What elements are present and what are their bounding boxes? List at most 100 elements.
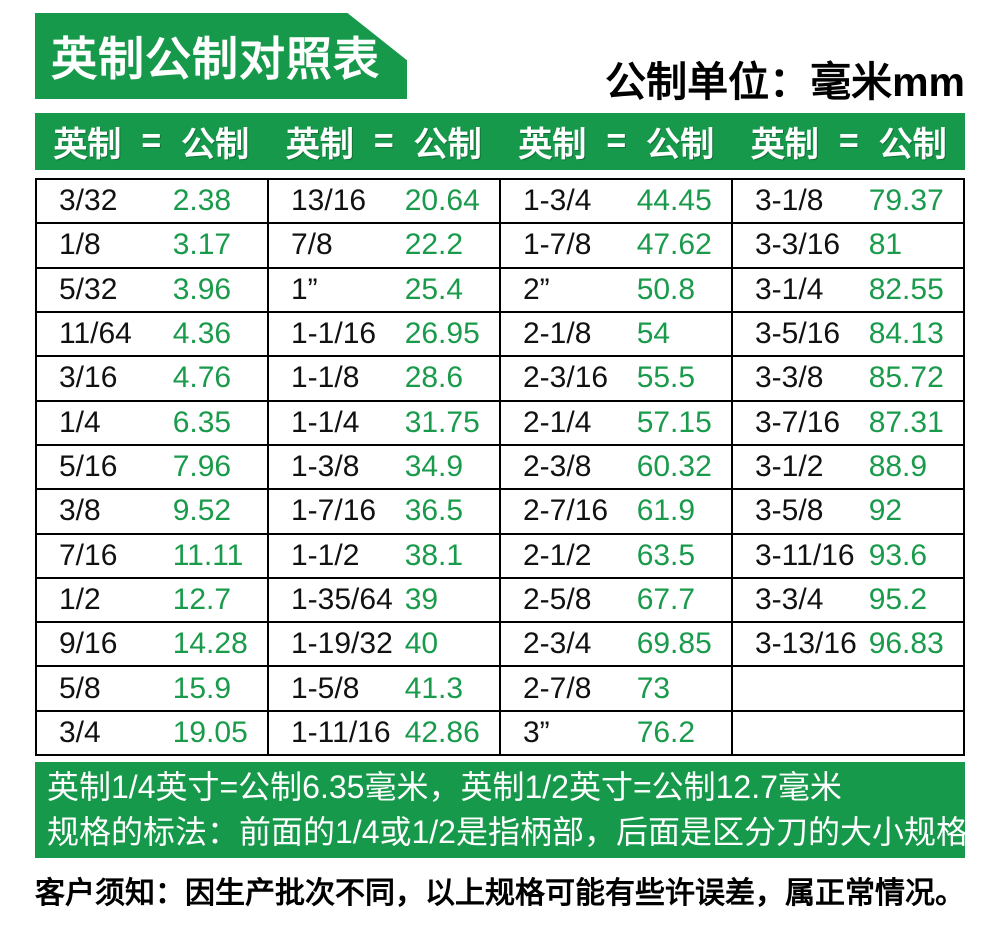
metric-value: 20.64 bbox=[404, 184, 480, 218]
table-row: 1-11/16 42.86 bbox=[269, 712, 499, 754]
metric-value: 9.52 bbox=[172, 494, 232, 528]
table-row: 3-5/8 92 bbox=[733, 490, 963, 535]
table-row: 5/16 7.96 bbox=[37, 446, 267, 491]
table-row: 3-3/16 81 bbox=[733, 224, 963, 269]
imperial-value: 1-7/8 bbox=[523, 228, 592, 262]
table-column-group-2: 13/16 20.64 7/8 22.2 1” 25.4 1-1/16 26.95 1-1/8 2… bbox=[269, 180, 501, 754]
table-row: 1-7/8 47.62 bbox=[501, 224, 731, 269]
metric-value: 3.96 bbox=[172, 272, 232, 306]
table-row: 3-13/16 96.83 bbox=[733, 623, 963, 668]
imperial-value: 1/8 bbox=[59, 228, 101, 262]
table-row: 1-5/8 41.3 bbox=[269, 667, 499, 712]
table-row: 1-1/16 26.95 bbox=[269, 313, 499, 358]
customer-notice: 客户须知：因生产批次不同，以上规格可能有些许误差，属正常情况。 bbox=[35, 877, 965, 910]
imperial-value: 3-5/8 bbox=[755, 494, 824, 528]
metric-value: 19.05 bbox=[172, 715, 248, 749]
table-row: 3/4 19.05 bbox=[37, 712, 267, 754]
imperial-value: 2-3/4 bbox=[523, 627, 592, 661]
table-row: 3-3/4 95.2 bbox=[733, 579, 963, 624]
table-row: 1/4 6.35 bbox=[37, 402, 267, 446]
imperial-value: 1-1/8 bbox=[291, 361, 360, 395]
imperial-value: 1/4 bbox=[59, 405, 101, 439]
metric-value: 93.6 bbox=[868, 538, 928, 572]
table-row: 1-1/4 31.75 bbox=[269, 402, 499, 446]
table-row: 1” 25.4 bbox=[269, 269, 499, 313]
imperial-value: 1-7/16 bbox=[291, 494, 377, 528]
imperial-value: 3/32 bbox=[59, 184, 118, 218]
metric-value: 25.4 bbox=[404, 272, 464, 306]
table-row: 7/16 11.11 bbox=[37, 535, 267, 579]
metric-value: 87.31 bbox=[868, 405, 944, 439]
imperial-value: 2-7/16 bbox=[523, 494, 609, 528]
imperial-value: 1-1/2 bbox=[291, 538, 360, 572]
title-banner: 英制公制对照表 bbox=[35, 13, 407, 99]
imperial-value: 3-7/16 bbox=[755, 405, 841, 439]
imperial-value: 5/32 bbox=[59, 272, 118, 306]
table-row: 2-7/16 61.9 bbox=[501, 490, 731, 535]
note-line-1: 英制1/4英寸=公制6.35毫米，英制1/2英寸=公制12.7毫米 bbox=[47, 768, 842, 805]
imperial-value: 3-1/2 bbox=[755, 450, 824, 484]
header-cell-group-1: 英制 = 公制 bbox=[35, 113, 268, 170]
table-row: 7/8 22.2 bbox=[269, 224, 499, 269]
header-cell-group-3: 英制 = 公制 bbox=[500, 113, 733, 170]
table-row: 9/16 14.28 bbox=[37, 623, 267, 668]
note-line-2: 规格的标法：前面的1/4或1/2是指柄部，后面是区分刀的大小规格 bbox=[47, 814, 968, 850]
imperial-value: 1/2 bbox=[59, 582, 101, 616]
table-row: 3-11/16 93.6 bbox=[733, 535, 963, 579]
metric-value: 84.13 bbox=[868, 317, 944, 351]
metric-value: 63.5 bbox=[636, 538, 696, 572]
table-row: 3/16 4.76 bbox=[37, 357, 267, 402]
imperial-value: 1-5/8 bbox=[291, 671, 360, 705]
metric-value: 36.5 bbox=[404, 494, 464, 528]
table-row: 1-3/8 34.9 bbox=[269, 446, 499, 491]
conversion-table: 3/32 2.38 1/8 3.17 5/32 3.96 11/64 4.36 3/16 4.76… bbox=[35, 178, 965, 756]
table-row: 11/64 4.36 bbox=[37, 313, 267, 358]
imperial-value: 13/16 bbox=[291, 184, 367, 218]
imperial-value: 3-5/16 bbox=[755, 317, 841, 351]
metric-value: 34.9 bbox=[404, 450, 464, 484]
header-imperial-label: 英制 bbox=[53, 126, 122, 164]
page-title: 英制公制对照表 bbox=[51, 33, 380, 85]
imperial-value: 7/8 bbox=[291, 228, 333, 262]
metric-value: 14.28 bbox=[172, 627, 248, 661]
imperial-value: 2-1/4 bbox=[523, 405, 592, 439]
table-row: 3-3/8 85.72 bbox=[733, 357, 963, 402]
imperial-value: 5/8 bbox=[59, 671, 101, 705]
table-row: 5/8 15.9 bbox=[37, 667, 267, 712]
imperial-value: 1-3/4 bbox=[523, 184, 592, 218]
metric-value: 96.83 bbox=[868, 627, 944, 661]
imperial-value: 2-3/8 bbox=[523, 450, 592, 484]
table-row: 3-1/4 82.55 bbox=[733, 269, 963, 313]
header-imperial-label: 英制 bbox=[285, 126, 354, 164]
imperial-value: 3-3/8 bbox=[755, 361, 824, 395]
metric-value: 15.9 bbox=[172, 671, 232, 705]
header-metric-label: 公制 bbox=[646, 126, 715, 164]
header-metric-label: 公制 bbox=[181, 126, 250, 164]
imperial-value: 7/16 bbox=[59, 538, 118, 572]
header-metric-label: 公制 bbox=[878, 126, 947, 164]
metric-value: 60.32 bbox=[636, 450, 712, 484]
header-equals-sign: = bbox=[838, 122, 859, 160]
metric-value: 55.5 bbox=[636, 361, 696, 395]
metric-value: 12.7 bbox=[172, 582, 232, 616]
note-banner: 英制1/4英寸=公制6.35毫米，英制1/2英寸=公制12.7毫米 规格的标法：… bbox=[35, 762, 968, 858]
table-row bbox=[733, 712, 963, 754]
metric-value: 54 bbox=[636, 317, 671, 351]
table-row: 1-35/64 39 bbox=[269, 579, 499, 624]
imperial-value: 3-1/8 bbox=[755, 184, 824, 218]
metric-value: 88.9 bbox=[868, 450, 928, 484]
metric-value: 11.11 bbox=[172, 538, 244, 572]
imperial-value: 2-1/2 bbox=[523, 538, 592, 572]
metric-value: 22.2 bbox=[404, 228, 464, 262]
table-row: 1/2 12.7 bbox=[37, 579, 267, 624]
metric-value: 73 bbox=[636, 671, 671, 705]
imperial-value: 3-3/16 bbox=[755, 228, 841, 262]
metric-value: 41.3 bbox=[404, 671, 464, 705]
metric-value: 79.37 bbox=[868, 184, 944, 218]
imperial-value: 1-35/64 bbox=[291, 582, 393, 616]
metric-value: 2.38 bbox=[172, 184, 232, 218]
imperial-value: 3” bbox=[523, 715, 550, 749]
metric-value: 39 bbox=[404, 582, 439, 616]
table-row: 1-7/16 36.5 bbox=[269, 490, 499, 535]
imperial-value: 3-1/4 bbox=[755, 272, 824, 306]
